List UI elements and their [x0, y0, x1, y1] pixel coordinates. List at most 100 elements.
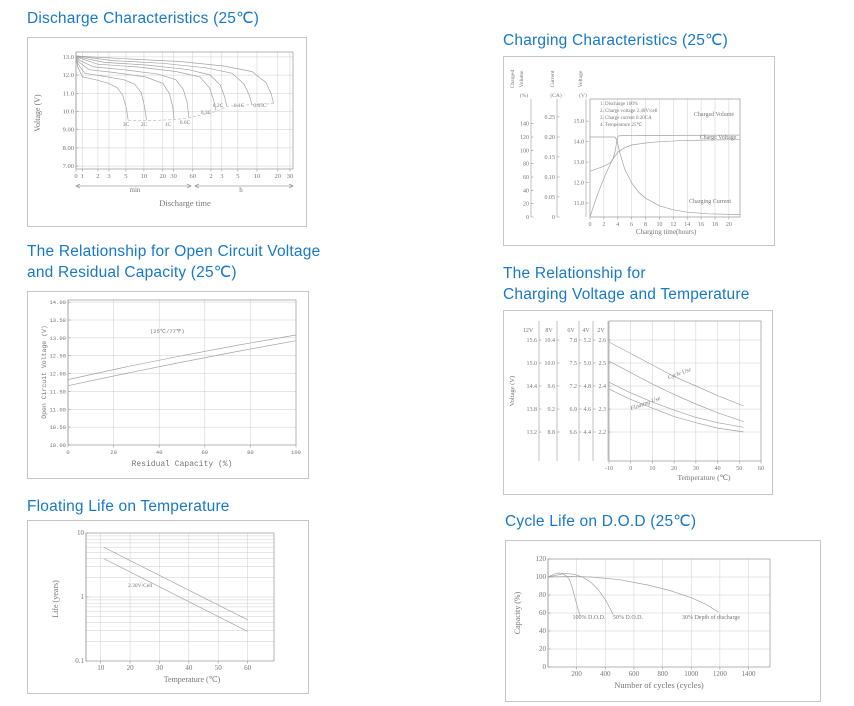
svg-text:6.6: 6.6: [570, 430, 578, 436]
charging-characteristics-chart: 0 2 4 6 8 10 12 14 16 18 20 140 120 100 80 60 40 20 0 0.25 0…: [503, 56, 775, 246]
svg-text:Temperature (℃): Temperature (℃): [164, 675, 221, 684]
svg-text:0: 0: [74, 173, 77, 180]
svg-text:2.4: 2.4: [599, 384, 607, 390]
svg-text:0: 0: [66, 449, 69, 456]
svg-text:0.1: 0.1: [75, 657, 84, 665]
svg-text:9.2: 9.2: [548, 407, 556, 413]
svg-text:Temperature (℃): Temperature (℃): [677, 473, 731, 482]
svg-text:14.4: 14.4: [527, 384, 538, 390]
svg-text:0: 0: [552, 215, 555, 221]
svg-text:60: 60: [539, 609, 547, 617]
svg-text:4.4: 4.4: [584, 430, 592, 436]
svg-text:Volume: Volume: [519, 70, 525, 88]
svg-text:(25℃/77℉): (25℃/77℉): [150, 328, 185, 335]
svg-text:18: 18: [712, 222, 718, 228]
svg-text:60: 60: [189, 173, 196, 180]
svg-text:0: 0: [629, 466, 632, 472]
svg-text:1C: 1C: [165, 122, 172, 128]
svg-text:800: 800: [657, 670, 668, 678]
svg-text:2.2: 2.2: [599, 430, 607, 436]
cycle-life-chart: 200 400 600 800 1000 1200 1400120100806040200C…: [505, 540, 821, 702]
svg-text:2: 2: [209, 173, 212, 180]
svg-text:12V: 12V: [523, 328, 534, 334]
svg-text:3. Charge current 0.20CA: 3. Charge current 0.20CA: [600, 116, 652, 121]
svg-text:Charge Voltage: Charge Voltage: [700, 135, 737, 141]
svg-text:14: 14: [684, 222, 690, 228]
svg-text:13.8: 13.8: [527, 407, 538, 413]
svg-text:3C: 3C: [123, 122, 130, 128]
svg-text:Life (years): Life (years): [51, 580, 60, 618]
svg-text:30: 30: [287, 173, 294, 180]
svg-text:30: 30: [170, 173, 177, 180]
svg-text:40: 40: [539, 627, 547, 635]
svg-text:0: 0: [589, 222, 592, 228]
svg-text:50: 50: [736, 466, 742, 472]
svg-text:0: 0: [526, 215, 529, 221]
svg-text:-10: -10: [605, 466, 613, 472]
svg-text:4.8: 4.8: [584, 384, 592, 390]
svg-text:0.10: 0.10: [545, 175, 556, 181]
svg-text:10.0: 10.0: [63, 109, 74, 116]
svg-text:20: 20: [523, 202, 529, 208]
svg-text:2: 2: [602, 222, 605, 228]
svg-text:15.0: 15.0: [527, 361, 538, 367]
svg-text:15.0: 15.0: [574, 119, 585, 125]
svg-text:0.05C: 0.05C: [253, 103, 267, 109]
svg-text:11.50: 11.50: [49, 388, 66, 395]
svg-text:10: 10: [141, 173, 148, 180]
svg-text:2. Charge voltage 2.40V/cell: 2. Charge voltage 2.40V/cell: [600, 109, 658, 114]
svg-text:100: 100: [536, 573, 547, 581]
svg-text:11.0: 11.0: [63, 90, 74, 97]
svg-text:80: 80: [247, 449, 254, 456]
svg-text:10.00: 10.00: [49, 442, 66, 449]
svg-text:20: 20: [110, 449, 117, 456]
svg-text:20: 20: [539, 645, 547, 653]
svg-text:13.2: 13.2: [527, 430, 538, 436]
chart-title-cycle-life: Cycle Life on D.O.D (25℃): [505, 513, 697, 530]
svg-text:2.5: 2.5: [599, 361, 607, 367]
svg-text:15.6: 15.6: [527, 338, 538, 344]
svg-text:0.20: 0.20: [545, 135, 556, 141]
svg-text:1200: 1200: [713, 670, 728, 678]
svg-text:13.0: 13.0: [574, 160, 585, 166]
svg-text:12: 12: [670, 222, 676, 228]
svg-text:2.3: 2.3: [599, 407, 607, 413]
svg-text:12.0: 12.0: [63, 72, 74, 79]
svg-text:Current: Current: [550, 70, 556, 87]
svg-text:30: 30: [156, 664, 164, 672]
svg-text:10: 10: [77, 529, 85, 537]
svg-text:12.00: 12.00: [49, 371, 66, 378]
svg-text:60: 60: [523, 175, 529, 181]
svg-text:Voltage (V): Voltage (V): [509, 376, 516, 406]
svg-text:6.9: 6.9: [570, 407, 578, 413]
svg-text:30% Depth of discharge: 30% Depth of discharge: [682, 614, 740, 621]
svg-text:0.25: 0.25: [545, 115, 556, 121]
discharge-characteristics-chart: 0 1 2 3 5 10 20 30 60 2 3 5 10 20 3013.012.011.010.09.…: [27, 37, 307, 227]
svg-text:16: 16: [698, 222, 704, 228]
svg-text:10.50: 10.50: [49, 424, 66, 431]
svg-text:20: 20: [160, 173, 167, 180]
svg-text:8.00: 8.00: [63, 145, 74, 152]
svg-text:1000: 1000: [684, 670, 699, 678]
svg-text:4V: 4V: [582, 328, 590, 334]
svg-text:1: 1: [81, 593, 85, 601]
svg-text:40: 40: [523, 188, 529, 194]
svg-text:h: h: [239, 186, 243, 194]
svg-text:9.00: 9.00: [63, 127, 74, 134]
svg-text:11.0: 11.0: [574, 201, 584, 207]
svg-text:13.0: 13.0: [63, 54, 74, 61]
svg-text:40: 40: [185, 664, 193, 672]
svg-text:20: 20: [275, 173, 282, 180]
svg-text:Charging Current: Charging Current: [689, 199, 731, 205]
svg-text:60: 60: [758, 466, 764, 472]
svg-text:40: 40: [715, 466, 721, 472]
svg-text:50% D.O.D.: 50% D.O.D.: [613, 615, 643, 621]
svg-text:7.5: 7.5: [570, 361, 578, 367]
svg-text:1. Discharge 100%: 1. Discharge 100%: [600, 102, 638, 107]
svg-text:120: 120: [536, 555, 547, 563]
svg-text:0.2C: 0.2C: [213, 103, 224, 109]
svg-text:30: 30: [693, 466, 699, 472]
svg-text:4.6: 4.6: [584, 407, 592, 413]
svg-text:14.0: 14.0: [574, 140, 585, 146]
chart-title-voltage-temp: The Relationship for Charging Voltage an…: [503, 265, 750, 303]
